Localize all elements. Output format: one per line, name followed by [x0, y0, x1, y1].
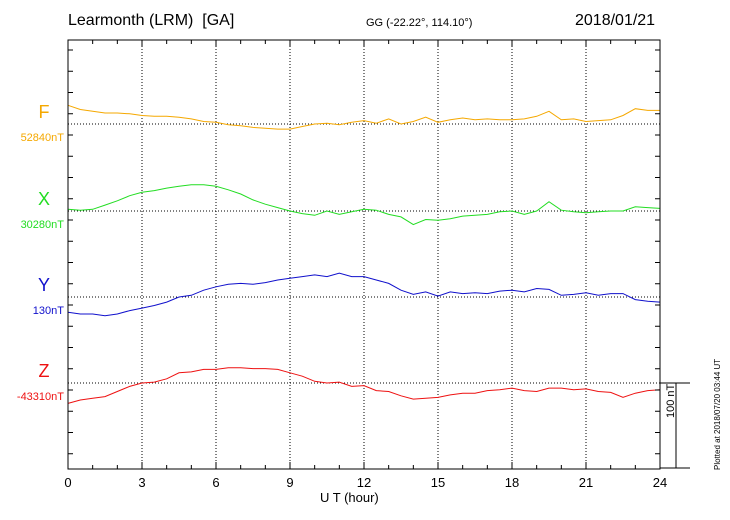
grid-lines — [68, 40, 660, 469]
series-baseline-z: -43310nT — [17, 391, 64, 403]
series-baseline-f: 52840nT — [21, 132, 65, 144]
series-line-y — [67, 272, 661, 317]
x-axis-title: U T (hour) — [320, 490, 379, 505]
x-tick-label: 3 — [138, 475, 145, 490]
scale-bar-label: 100 nT — [665, 383, 677, 418]
x-tick-label: 9 — [286, 475, 293, 490]
coordinates-label: GG (-22.22°, 114.10°) — [366, 17, 473, 29]
x-tick-label: 0 — [64, 475, 71, 490]
axes-frame — [67, 39, 690, 470]
date-label: 2018/01/21 — [575, 12, 656, 29]
series-name-y: Y — [38, 275, 50, 295]
series-baseline-x: 30280nT — [21, 219, 65, 231]
series-line-x — [67, 184, 661, 226]
series-line-z — [67, 367, 661, 404]
labels-layer: 0 3 6 9 12 15 18 21 24 F 52840nT X 30280nT Y 130nT Z -43… — [17, 102, 667, 490]
series-name-f: F — [39, 102, 50, 122]
x-tick-label: 12 — [357, 475, 371, 490]
series-line-f — [67, 104, 660, 130]
x-tick-label: 18 — [505, 475, 519, 490]
station-title: Learmonth (LRM) [GA] — [68, 12, 235, 29]
series-name-x: X — [38, 189, 50, 209]
series-layer — [67, 104, 661, 404]
series-baseline-y: 130nT — [33, 305, 64, 317]
series-name-z: Z — [39, 361, 50, 381]
x-tick-label: 21 — [579, 475, 593, 490]
x-tick-label: 6 — [212, 475, 219, 490]
plot-frame — [67, 39, 661, 470]
x-tick-label: 24 — [653, 475, 667, 490]
x-tick-label: 15 — [431, 475, 445, 490]
plotted-timestamp: Plotted at 2018/07/20 03:44 UT — [713, 358, 722, 470]
